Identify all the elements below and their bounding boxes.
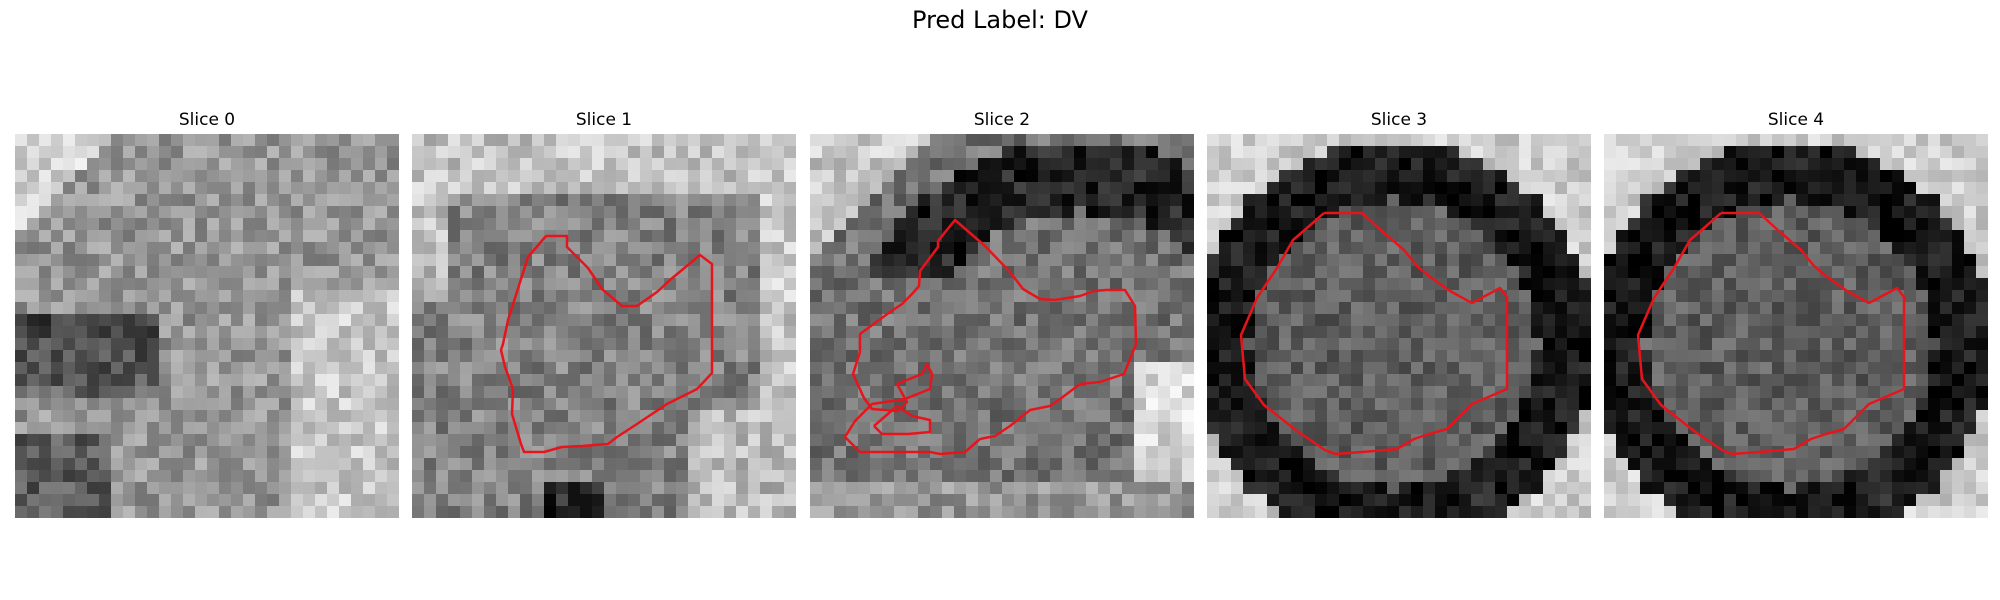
slice-panel-3: Slice 3 (1207, 108, 1591, 518)
slice-image (1604, 134, 1988, 518)
slice-pixels (1604, 134, 1988, 518)
slice-panel-0: Slice 0 (15, 108, 399, 518)
slice-image (412, 134, 796, 518)
segmentation-overlay (843, 218, 1138, 456)
slice-panel-2: Slice 2 (810, 108, 1194, 518)
segmentation-overlay (499, 234, 714, 454)
slice-title: Slice 1 (575, 110, 633, 130)
slice-title: Slice 2 (973, 110, 1031, 130)
slice-panel-4: Slice 4 (1604, 108, 1988, 518)
slice-pixels (1207, 134, 1591, 518)
slice-image (1207, 134, 1591, 518)
segmentation-contour (1239, 211, 1509, 456)
segmentation-contour (843, 218, 1138, 456)
segmentation-contour (873, 404, 932, 436)
slice-image (15, 134, 399, 518)
segmentation-overlay (1239, 211, 1509, 456)
slice-pixels (412, 134, 796, 518)
slice-panel-1: Slice 1 (412, 108, 796, 518)
slice-pixels (810, 134, 1194, 518)
figure-title: Pred Label: DV (912, 6, 1088, 34)
slice-pixels (15, 134, 399, 518)
segmentation-contour (1636, 211, 1906, 456)
slice-title: Slice 0 (178, 110, 236, 130)
segmentation-contour (499, 234, 714, 454)
slice-title: Slice 4 (1767, 110, 1825, 130)
slice-image (810, 134, 1194, 518)
segmentation-overlay (1636, 211, 1906, 456)
slice-title: Slice 3 (1370, 110, 1428, 130)
